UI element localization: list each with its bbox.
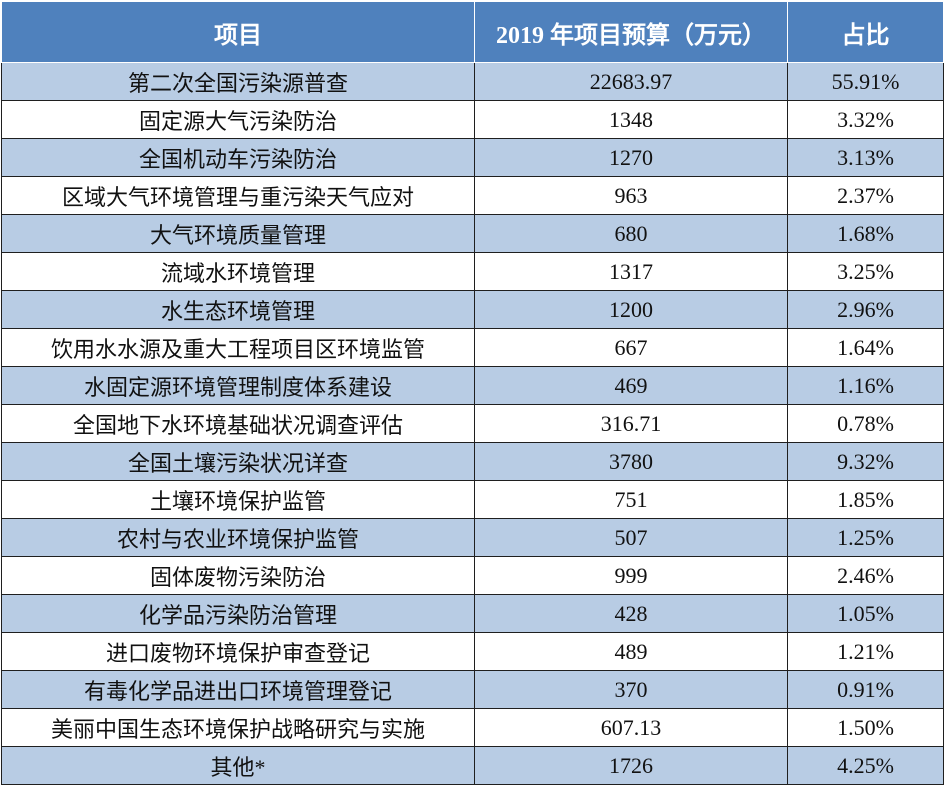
cell-budget: 489 [474,632,788,671]
cell-share: 2.37% [787,176,944,215]
cell-budget: 507 [474,518,788,557]
cell-share: 3.32% [787,100,944,139]
cell-budget: 680 [474,214,788,253]
cell-share: 1.85% [787,480,944,519]
cell-project: 有毒化学品进出口环境管理登记 [1,670,475,709]
cell-share: 3.13% [787,138,944,177]
cell-project: 流域水环境管理 [1,252,475,291]
cell-budget: 370 [474,670,788,709]
table-row: 进口废物环境保护审查登记 489 1.21% [1,632,944,671]
cell-share: 2.46% [787,556,944,595]
cell-budget: 1317 [474,252,788,291]
table-row: 其他* 1726 4.25% [1,746,944,785]
cell-project: 其他* [1,746,475,785]
table-row: 水固定源环境管理制度体系建设 469 1.16% [1,366,944,405]
cell-budget: 751 [474,480,788,519]
cell-project: 全国机动车污染防治 [1,138,475,177]
header-share: 占比 [787,1,944,63]
cell-budget: 3780 [474,442,788,481]
cell-budget: 1726 [474,746,788,785]
cell-project: 固定源大气污染防治 [1,100,475,139]
cell-share: 0.91% [787,670,944,709]
budget-table: 项目 2019 年项目预算（万元） 占比 第二次全国污染源普查 22683.97 5… [1,1,944,785]
table-row: 化学品污染防治管理 428 1.05% [1,594,944,633]
cell-project: 全国地下水环境基础状况调查评估 [1,404,475,443]
table-row: 大气环境质量管理 680 1.68% [1,214,944,253]
cell-share: 1.21% [787,632,944,671]
cell-share: 1.50% [787,708,944,747]
cell-project: 土壤环境保护监管 [1,480,475,519]
cell-budget: 428 [474,594,788,633]
table-row: 有毒化学品进出口环境管理登记 370 0.91% [1,670,944,709]
cell-budget: 1270 [474,138,788,177]
cell-share: 1.25% [787,518,944,557]
cell-project: 农村与农业环境保护监管 [1,518,475,557]
cell-budget: 316.71 [474,404,788,443]
cell-project: 饮用水水源及重大工程项目区环境监管 [1,328,475,367]
cell-project: 美丽中国生态环境保护战略研究与实施 [1,708,475,747]
cell-project: 进口废物环境保护审查登记 [1,632,475,671]
table-row: 区域大气环境管理与重污染天气应对 963 2.37% [1,176,944,215]
cell-project: 第二次全国污染源普查 [1,62,475,101]
cell-budget: 469 [474,366,788,405]
cell-share: 1.68% [787,214,944,253]
cell-share: 0.78% [787,404,944,443]
cell-budget: 1200 [474,290,788,329]
table-body: 第二次全国污染源普查 22683.97 55.91% 固定源大气污染防治 1348 3.3… [1,62,944,785]
cell-budget: 1348 [474,100,788,139]
table-row: 全国土壤污染状况详查 3780 9.32% [1,442,944,481]
table-row: 流域水环境管理 1317 3.25% [1,252,944,291]
table-row: 农村与农业环境保护监管 507 1.25% [1,518,944,557]
cell-budget: 963 [474,176,788,215]
cell-share: 9.32% [787,442,944,481]
table-row: 美丽中国生态环境保护战略研究与实施 607.13 1.50% [1,708,944,747]
cell-project: 区域大气环境管理与重污染天气应对 [1,176,475,215]
table-row: 全国地下水环境基础状况调查评估 316.71 0.78% [1,404,944,443]
cell-project: 水生态环境管理 [1,290,475,329]
cell-share: 1.64% [787,328,944,367]
table-row: 全国机动车污染防治 1270 3.13% [1,138,944,177]
header-project: 项目 [1,1,475,63]
cell-share: 55.91% [787,62,944,101]
cell-project: 固体废物污染防治 [1,556,475,595]
table-row: 第二次全国污染源普查 22683.97 55.91% [1,62,944,101]
cell-project: 全国土壤污染状况详查 [1,442,475,481]
cell-share: 3.25% [787,252,944,291]
table-row: 饮用水水源及重大工程项目区环境监管 667 1.64% [1,328,944,367]
cell-project: 大气环境质量管理 [1,214,475,253]
cell-budget: 667 [474,328,788,367]
cell-share: 1.05% [787,594,944,633]
header-row: 项目 2019 年项目预算（万元） 占比 [1,1,944,63]
cell-budget: 999 [474,556,788,595]
cell-share: 1.16% [787,366,944,405]
cell-share: 2.96% [787,290,944,329]
table-row: 土壤环境保护监管 751 1.85% [1,480,944,519]
cell-budget: 22683.97 [474,62,788,101]
header-budget: 2019 年项目预算（万元） [474,1,788,63]
table-row: 固定源大气污染防治 1348 3.32% [1,100,944,139]
table-row: 固体废物污染防治 999 2.46% [1,556,944,595]
cell-budget: 607.13 [474,708,788,747]
cell-project: 化学品污染防治管理 [1,594,475,633]
table-row: 水生态环境管理 1200 2.96% [1,290,944,329]
cell-share: 4.25% [787,746,944,785]
cell-project: 水固定源环境管理制度体系建设 [1,366,475,405]
